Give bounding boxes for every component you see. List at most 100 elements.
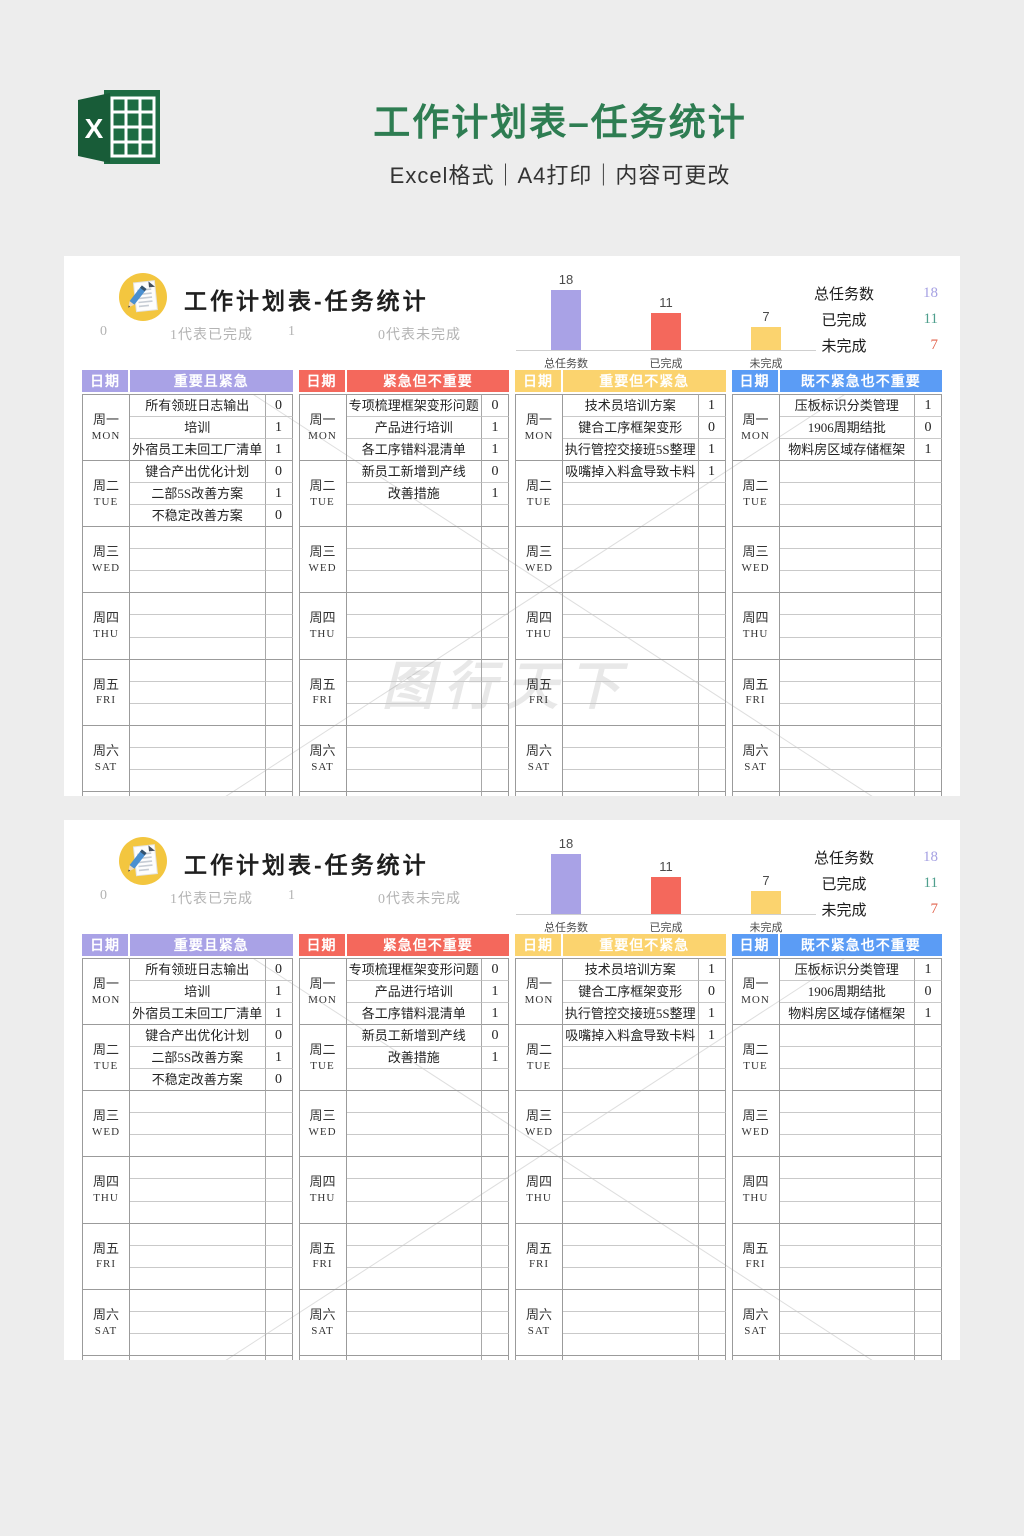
- task-cell: [563, 636, 698, 659]
- date-column-header: 日期: [82, 370, 130, 394]
- task-cell: 改善措施: [346, 482, 481, 504]
- day-label-cn: 周五: [525, 1240, 552, 1256]
- legend-text: 1代表已完成: [170, 328, 253, 343]
- task-cell: 不稳定改善方案: [130, 504, 265, 526]
- day-label-en: THU: [526, 1192, 552, 1205]
- task-status-cell: [481, 1266, 509, 1289]
- task-cell: [346, 1222, 481, 1245]
- task-cell: 物料房区域存储框架: [779, 1002, 914, 1024]
- day-label-en: TUE: [93, 1060, 119, 1072]
- task-note-icon: [118, 272, 168, 322]
- day-label-cn: 周五: [742, 676, 769, 692]
- day-label-cn: 周一: [742, 975, 769, 991]
- task-status-cell: [914, 460, 942, 483]
- task-status-cell: [697, 592, 726, 615]
- task-status-cell: [697, 570, 726, 593]
- task-cell: [346, 1090, 481, 1112]
- legend-text: 0代表未完成: [378, 328, 461, 343]
- task-status-cell: [264, 1200, 293, 1223]
- day-cell: [298, 1354, 347, 1360]
- task-cell: [346, 526, 481, 548]
- task-status-cell: [697, 1222, 726, 1245]
- task-status-cell: 1: [264, 438, 293, 461]
- task-status-cell: [697, 1068, 726, 1091]
- task-status-cell: [914, 724, 942, 747]
- task-cell: [130, 1178, 265, 1200]
- task-cell: 外宿员工未回工厂清单: [130, 438, 265, 460]
- quadrant-table: 日期 紧急但不重要 周一 MON 专项梳理框架变形问题 0 产品进行培训 1 各工序错料混清单 1…: [298, 934, 509, 1360]
- date-column-header: 日期: [515, 934, 563, 958]
- task-cell: [346, 614, 481, 636]
- chart-category-label: 未完成: [749, 922, 783, 934]
- task-cell: [563, 702, 698, 725]
- legend-text: 0: [100, 324, 108, 339]
- day-cell: 周四 THU: [82, 1156, 130, 1223]
- day-label-en: TUE: [743, 1060, 768, 1072]
- day-label-en: MON: [91, 993, 121, 1006]
- task-cell: [346, 1310, 481, 1333]
- task-cell: [779, 768, 914, 791]
- task-cell: [563, 592, 698, 614]
- legend-text: 0: [100, 888, 108, 903]
- task-status-cell: [914, 1156, 942, 1179]
- day-cell: 周三 WED: [515, 526, 563, 593]
- task-status-cell: 1: [264, 482, 293, 505]
- task-cell: 外宿员工未回工厂清单: [130, 1002, 265, 1024]
- task-cell: [779, 658, 914, 681]
- task-cell: [779, 548, 914, 570]
- task-status-cell: 1: [697, 394, 726, 417]
- task-cell: [563, 570, 698, 592]
- task-status-cell: [264, 790, 293, 796]
- day-label-en: MON: [741, 993, 770, 1006]
- task-cell: [779, 746, 914, 769]
- task-cell: 压板标识分类管理: [779, 958, 914, 980]
- legend-text: 1: [288, 888, 296, 903]
- task-cell: [779, 1090, 914, 1112]
- task-cell: 执行管控交接班5S整理: [563, 1002, 698, 1024]
- day-label-cn: 周四: [309, 610, 336, 626]
- task-status-cell: [264, 1112, 293, 1135]
- panel-title: 工作计划表-任务统计: [184, 852, 429, 878]
- page-subtitle: Excel格式｜A4打印｜内容可更改: [389, 163, 731, 188]
- task-cell: 各工序错料混清单: [346, 438, 481, 460]
- day-cell: 周二 TUE: [82, 460, 130, 527]
- task-cell: 吸嘴掉入料盒导致卡料: [563, 460, 698, 482]
- day-cell: 周六 SAT: [82, 1288, 130, 1355]
- task-cell: [346, 680, 481, 703]
- task-cell: [346, 570, 481, 592]
- chart-bar: [551, 290, 581, 350]
- task-cell: 新员工新增到产线: [346, 1024, 481, 1046]
- task-cell: 新员工新增到产线: [346, 460, 481, 482]
- day-label-en: FRI: [528, 694, 550, 707]
- day-cell: 周二 TUE: [298, 1024, 347, 1091]
- task-status-cell: 1: [697, 460, 726, 483]
- date-column-header: 日期: [731, 370, 780, 394]
- task-status-cell: [481, 680, 509, 703]
- task-status-cell: [481, 570, 509, 593]
- task-cell: 二部5S改善方案: [130, 1046, 265, 1068]
- task-cell: [130, 680, 265, 703]
- task-status-cell: [264, 768, 293, 791]
- task-status-cell: [697, 1354, 726, 1360]
- task-status-cell: [914, 1266, 942, 1289]
- day-cell: 周二 TUE: [298, 460, 347, 527]
- task-cell: [346, 724, 481, 747]
- task-cell: [130, 1134, 265, 1156]
- task-status-cell: 1: [697, 1002, 726, 1025]
- task-status-cell: [697, 1288, 726, 1311]
- task-status-cell: [914, 1332, 942, 1355]
- task-cell: [346, 504, 481, 526]
- chart-bar-column: 11: [624, 859, 708, 914]
- task-status-cell: [914, 1068, 942, 1091]
- chart-bars: 18 11 7: [516, 834, 816, 915]
- quadrant-table: 日期 紧急但不重要 周一 MON 专项梳理框架变形问题 0 产品进行培训 1 各工序错料混清单 1…: [298, 370, 509, 796]
- quadrant-title: 重要但不紧急: [563, 934, 726, 958]
- svg-text:X: X: [85, 113, 104, 144]
- day-label-en: WED: [524, 562, 554, 575]
- task-cell: [130, 1332, 265, 1355]
- day-cell: 周二 TUE: [731, 460, 780, 527]
- task-status-cell: [481, 1112, 509, 1135]
- day-cell: 周五 FRI: [731, 1222, 780, 1289]
- task-status-cell: [264, 1244, 293, 1267]
- day-cell: 周三 WED: [298, 526, 347, 593]
